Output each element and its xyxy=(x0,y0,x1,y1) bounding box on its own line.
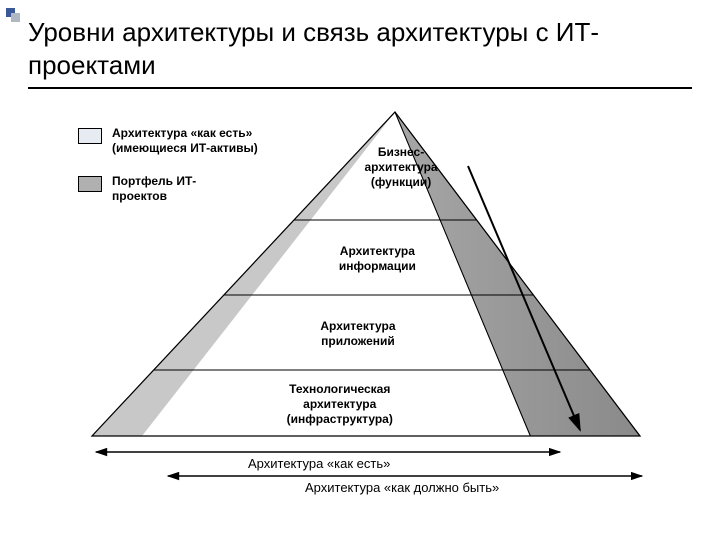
legend-swatch-asis xyxy=(78,128,102,144)
legend-label-portfolio: Портфель ИТ-проектов xyxy=(112,174,196,204)
bottom-label-asis: Архитектура «как есть» xyxy=(248,456,390,471)
pyramid-level-label-1: Архитектураинформации xyxy=(307,244,447,274)
pyramid-level-label-2: Архитектураприложений xyxy=(288,319,428,349)
bottom-label-tobe: Архитектура «как должно быть» xyxy=(305,480,499,495)
pyramid-level-label-3: Технологическаяархитектура(инфраструктур… xyxy=(270,382,410,427)
pyramid-level-label-0: Бизнес-архитектура(функции) xyxy=(331,145,471,190)
slide-bullet-icon xyxy=(6,8,20,22)
legend-label-asis: Архитектура «как есть»(имеющиеся ИТ-акти… xyxy=(112,126,258,156)
slide-title: Уровни архитектуры и связь архитектуры с… xyxy=(28,16,692,89)
diagram-canvas: Архитектура «как есть»(имеющиеся ИТ-акти… xyxy=(0,100,720,520)
legend-swatch-portfolio xyxy=(78,176,102,192)
